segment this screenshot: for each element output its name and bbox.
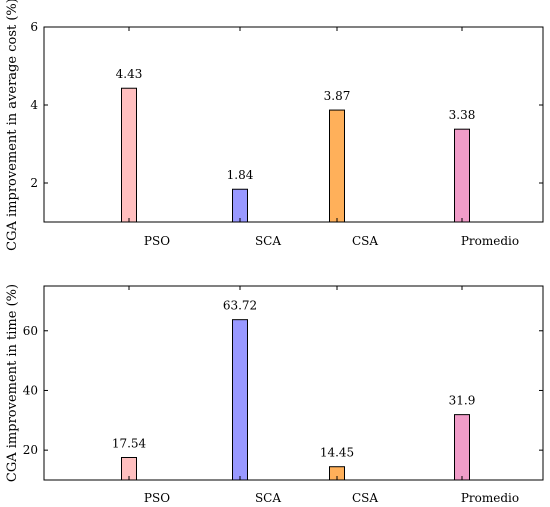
y-tick-label: 2: [30, 176, 38, 190]
chart-average-cost: 4.43 1.84 3.87 3.38 2 4 6 PSO SCA CSA Promedio CGA …: [5, 0, 544, 251]
data-label-sca: 1.84: [227, 168, 254, 182]
chart-time: 17.54 63.72 14.45 31.9 20 40 60 PSO SCA CSA Promed…: [5, 284, 544, 505]
y-axis-title: CGA improvement in average cost (%): [5, 0, 20, 251]
x-tick-label-sca: SCA: [255, 491, 281, 505]
x-tick-label-csa: CSA: [352, 491, 378, 505]
bar-promedio: [454, 128, 470, 223]
x-tick-label-promedio: Promedio: [461, 234, 519, 248]
plot-frame: [43, 285, 544, 481]
y-tick-label: 4: [30, 98, 38, 112]
bar-sca: [232, 319, 248, 481]
bar-pso: [121, 87, 137, 223]
bar-sca: [232, 188, 248, 223]
data-label-pso: 17.54: [112, 436, 147, 450]
y-tick-label: 20: [23, 443, 38, 457]
y-axis-title: CGA improvement in time (%): [5, 284, 20, 482]
plot-frame: [43, 26, 544, 223]
data-label-promedio: 31.9: [449, 394, 476, 408]
data-label-csa: 14.45: [320, 446, 354, 460]
x-tick-label-promedio: Promedio: [461, 491, 519, 505]
y-tick-label: 6: [30, 20, 38, 34]
data-label-pso: 4.43: [116, 67, 143, 81]
bar-csa: [329, 109, 345, 223]
y-tick-label: 60: [23, 324, 38, 338]
data-label-csa: 3.87: [324, 89, 351, 103]
y-tick-label: 40: [23, 383, 38, 397]
data-label-sca: 63.72: [223, 299, 257, 313]
x-tick-label-csa: CSA: [352, 234, 378, 248]
x-tick-label-pso: PSO: [144, 234, 170, 248]
x-tick-label-pso: PSO: [144, 491, 170, 505]
bar-promedio: [454, 414, 470, 481]
data-label-promedio: 3.38: [449, 108, 476, 122]
x-tick-label-sca: SCA: [255, 234, 281, 248]
